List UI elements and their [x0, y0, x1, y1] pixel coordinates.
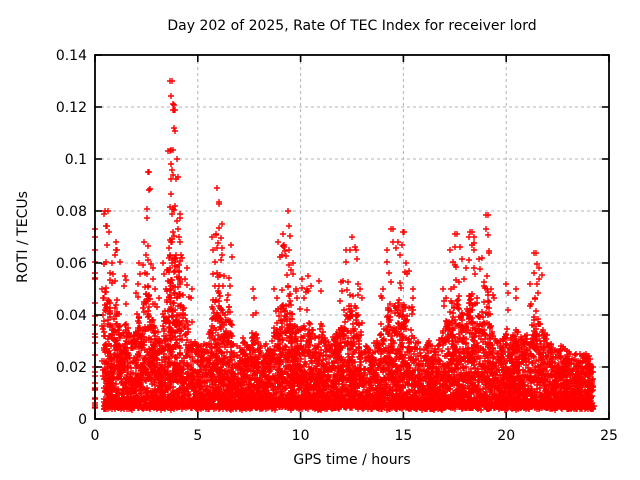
- x-tick-label: 20: [497, 428, 515, 444]
- y-tick-label: 0: [78, 412, 87, 428]
- y-tick-label: 0.12: [56, 100, 87, 116]
- x-tick-label: 25: [600, 428, 618, 444]
- y-tick-label: 0.02: [56, 360, 87, 376]
- x-tick-label: 15: [394, 428, 412, 444]
- y-tick-label: 0.14: [56, 48, 87, 64]
- x-axis-label: GPS time / hours: [293, 452, 410, 468]
- scatter-marker-batch: [99, 169, 596, 413]
- y-tick-label: 0.06: [56, 256, 87, 272]
- x-tick-labels: 0 5 10 15 20 25: [91, 428, 618, 444]
- y-axis-label: ROTI / TECUs: [15, 191, 31, 283]
- chart-title: Day 202 of 2025, Rate Of TEC Index for r…: [167, 18, 536, 34]
- x-tick-label: 0: [91, 428, 100, 444]
- y-tick-label: 0.04: [56, 308, 87, 324]
- data-points: [92, 78, 597, 413]
- y-tick-labels: 0 0.02 0.04 0.06 0.08 0.1 0.12 0.14: [56, 48, 87, 428]
- y-tick-label: 0.08: [56, 204, 87, 220]
- y-tick-label: 0.1: [65, 152, 87, 168]
- x-tick-label: 5: [193, 428, 202, 444]
- x-tick-label: 10: [292, 428, 310, 444]
- axis-ticks: [94, 54, 610, 420]
- scatter-marker-batch: [105, 78, 545, 383]
- plot-border: [94, 54, 610, 420]
